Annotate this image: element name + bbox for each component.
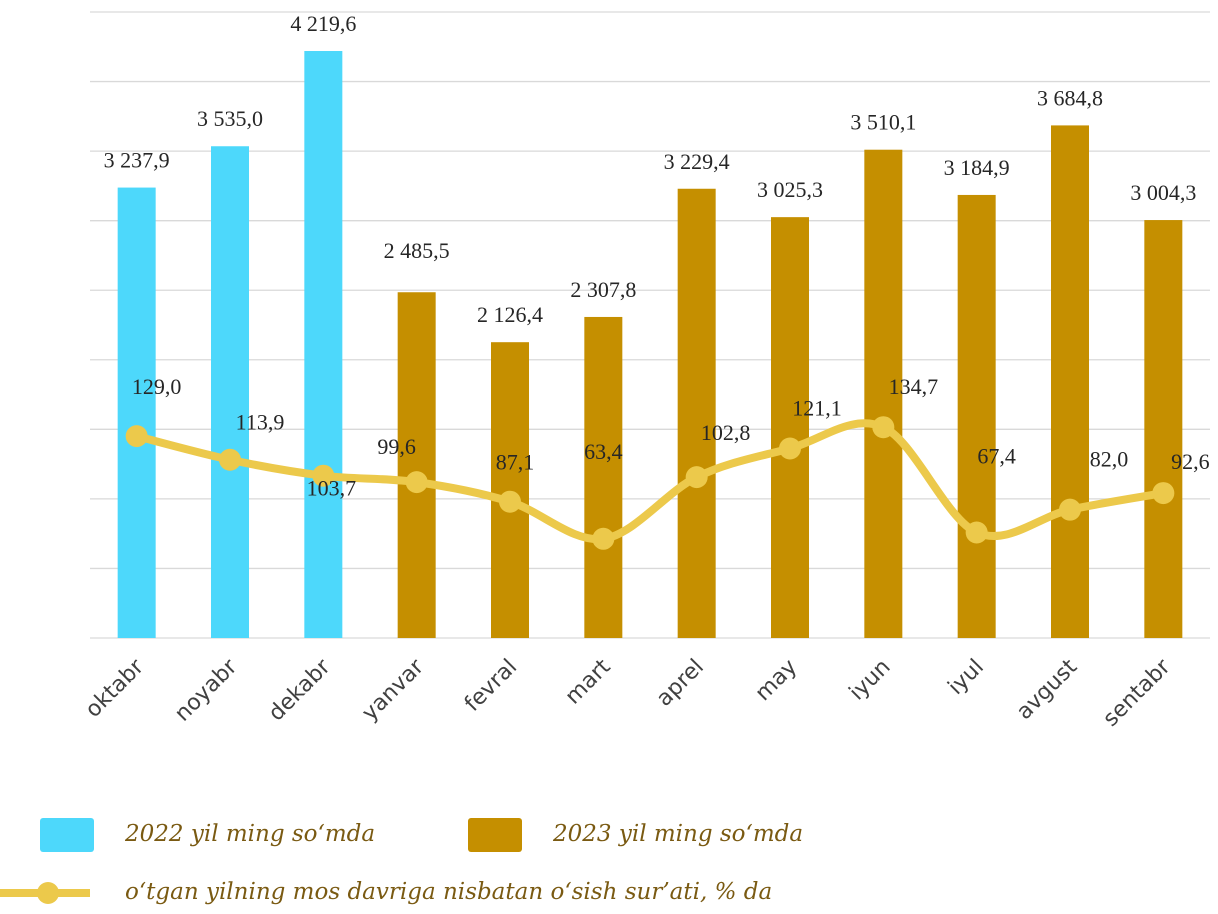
line-marker: [592, 527, 615, 550]
x-tick-label: aprel: [652, 655, 709, 712]
data-label: 129,0: [132, 374, 182, 399]
data-label: 3 684,8: [1037, 85, 1103, 110]
data-label: 63,4: [584, 439, 623, 464]
data-label: 3 184,9: [944, 155, 1010, 180]
legend-swatch: [468, 818, 522, 852]
line-marker: [965, 521, 988, 544]
data-label: 99,6: [377, 434, 416, 459]
data-label: 102,8: [701, 420, 751, 445]
data-label: 3 004,3: [1130, 180, 1196, 205]
data-label: 2 126,4: [477, 302, 543, 327]
legend-swatch: [37, 882, 59, 904]
x-tick-label: yanvar: [357, 654, 429, 726]
data-label: 67,4: [977, 444, 1016, 469]
data-label: 82,0: [1090, 447, 1129, 472]
data-label: 134,7: [889, 374, 939, 399]
bar: [584, 316, 623, 638]
data-label: 92,6: [1171, 449, 1210, 474]
data-label: 4 219,6: [290, 11, 356, 36]
data-label: 2 307,8: [570, 277, 636, 302]
bar: [304, 51, 343, 638]
data-label: 2 485,5: [384, 238, 450, 263]
bar: [397, 292, 436, 638]
line-marker: [405, 471, 428, 494]
legend-label: 2022 yil ming so‘mda: [124, 821, 375, 847]
data-label: 3 535,0: [197, 106, 263, 131]
bar: [1051, 125, 1089, 638]
x-tick-label: mart: [561, 654, 616, 709]
x-tick-label: avgust: [1012, 654, 1083, 725]
line-marker: [125, 425, 148, 448]
data-label: 121,1: [792, 395, 842, 420]
line-marker: [872, 416, 895, 439]
bar: [957, 194, 996, 639]
x-tick-label: noyabr: [170, 654, 243, 727]
x-tick-label: oktabr: [81, 654, 150, 723]
line: [132, 419, 1168, 544]
bar: [864, 149, 903, 638]
data-label: 3 229,4: [664, 149, 730, 174]
line-marker: [1152, 482, 1175, 505]
legend-label: o‘tgan yilning mos davriga nisbatan o‘si…: [125, 879, 772, 905]
line-marker: [1059, 498, 1081, 521]
x-tick-label: fevral: [460, 655, 522, 717]
data-label: 103,7: [307, 476, 357, 501]
x-tick-label: iyul: [944, 655, 989, 700]
bar: [211, 146, 249, 638]
data-label: 87,1: [496, 450, 535, 475]
legend-swatch: [40, 818, 94, 852]
x-tick-label: dekabr: [264, 654, 336, 726]
line-marker: [312, 464, 335, 487]
legend-label: 2023 yil ming so‘mda: [552, 821, 803, 847]
data-label: 3 025,3: [757, 177, 823, 202]
x-tick-label: iyun: [845, 655, 896, 706]
data-label: 3 510,1: [850, 110, 916, 135]
bar: [1144, 220, 1183, 638]
data-label: 3 237,9: [104, 148, 170, 173]
line-marker: [779, 437, 801, 460]
line-marker: [685, 466, 708, 489]
line-marker: [499, 490, 521, 513]
x-tick-label: may: [751, 655, 803, 707]
bar: [117, 187, 156, 638]
bar: [677, 188, 716, 638]
bar: [771, 217, 809, 638]
data-label: 113,9: [236, 410, 285, 435]
line-marker: [219, 448, 241, 471]
bar: [491, 342, 529, 638]
x-tick-label: sentabr: [1098, 654, 1176, 732]
